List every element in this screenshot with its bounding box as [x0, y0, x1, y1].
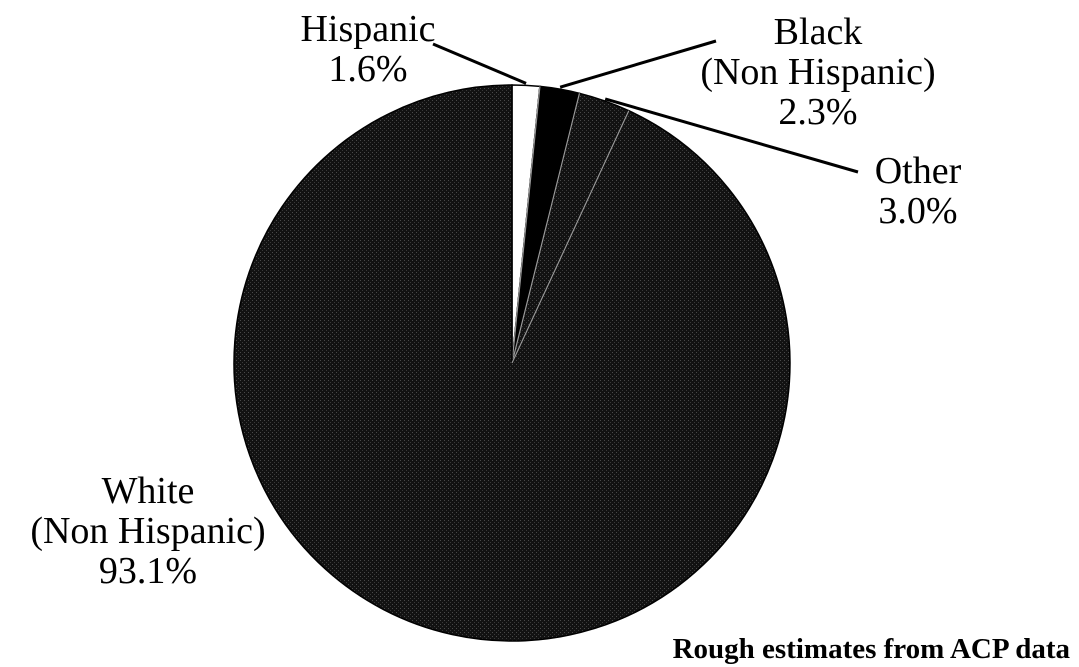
slice-label-line: (Non Hispanic)	[30, 510, 265, 552]
leader-line	[604, 97, 859, 174]
leader-line	[432, 42, 527, 85]
slice-separator	[511, 93, 581, 364]
slice-label-line: White	[102, 470, 195, 512]
slice-label-line: Black	[774, 11, 863, 53]
slice-label-line: 3.0%	[878, 190, 957, 232]
slice-label-line: 1.6%	[328, 48, 407, 90]
pie-slices	[233, 84, 791, 642]
slice-label-line: 2.3%	[778, 91, 857, 133]
source-note: Rough estimates from ACP data	[673, 633, 1071, 665]
slice-separator	[511, 110, 630, 364]
leader-line	[559, 39, 717, 89]
slice-label-line: 93.1%	[99, 550, 197, 592]
slice-label-line: Hispanic	[300, 8, 435, 50]
slice-separator	[511, 86, 541, 364]
leader-lines	[432, 39, 859, 174]
slice-label-line: Other	[875, 150, 962, 192]
slice-label-line: (Non Hispanic)	[700, 51, 935, 93]
